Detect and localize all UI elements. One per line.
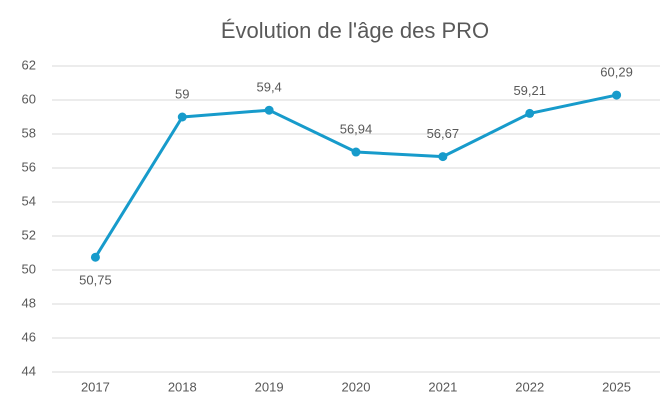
point: [264, 105, 274, 115]
y-tick-label: 44: [22, 363, 36, 378]
data-label: 50,75: [79, 273, 112, 288]
point: [438, 152, 448, 162]
data-label: 56,94: [340, 121, 373, 136]
y-tick-label: 46: [22, 329, 36, 344]
point: [351, 147, 361, 157]
data-label: 59,4: [256, 80, 281, 95]
point: [525, 108, 535, 118]
y-tick-label: 56: [22, 159, 36, 174]
data-label: 56,67: [427, 126, 460, 141]
y-tick-label: 62: [22, 57, 36, 72]
data-label: 60,29: [600, 65, 633, 80]
point: [612, 90, 622, 100]
y-tick-label: 54: [22, 193, 36, 208]
point: [90, 252, 100, 262]
line: [94, 93, 617, 259]
x-tick-label: 2021: [428, 379, 457, 394]
y-tick-label: 58: [22, 125, 36, 140]
chart-title: Évolution de l'âge des PRO: [221, 18, 489, 43]
x-tick-label: 2018: [168, 379, 197, 394]
x-tick-label: 2025: [602, 379, 631, 394]
x-tick-label: 2019: [255, 379, 284, 394]
data-label: 59,21: [513, 83, 546, 98]
y-tick-label: 48: [22, 295, 36, 310]
data-label: 59: [175, 86, 189, 101]
x-tick-label: 2017: [81, 379, 110, 394]
y-tick-label: 52: [22, 227, 36, 242]
point: [177, 112, 187, 122]
y-tick-label: 50: [22, 261, 36, 276]
x-tick-label: 2022: [515, 379, 544, 394]
y-tick-label: 60: [22, 91, 36, 106]
x-tick-label: 2020: [342, 379, 371, 394]
